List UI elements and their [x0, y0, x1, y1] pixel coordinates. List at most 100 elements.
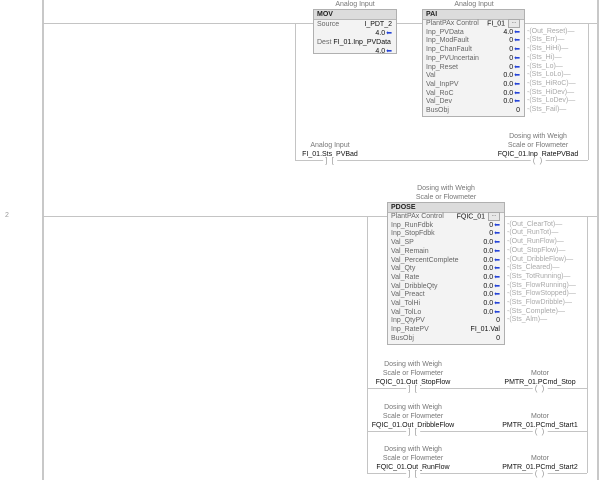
output-coil[interactable]: ( ) — [530, 156, 546, 165]
coil-close: )— — [563, 255, 574, 263]
output-coil[interactable]: -(Sts_Fail)— — [527, 105, 566, 114]
parameter-row[interactable]: Val_Preact 0.0⬅ — [391, 290, 500, 299]
output-coil[interactable]: -(Sts_Hi)— — [527, 53, 562, 62]
parameter-row[interactable]: Val_InpPV 0.0⬅ — [426, 80, 520, 89]
row-label: PlantPAx Control — [426, 20, 479, 27]
block-description: Scale or Flowmeter — [415, 194, 477, 201]
output-coil[interactable]: -(Sts_FlowStopped)— — [507, 289, 576, 298]
output-coil[interactable]: -(Sts_Cleared)— — [507, 263, 560, 272]
parameter-row[interactable]: Inp_RatePV FI_01.Val — [391, 325, 500, 334]
examine-on-contact[interactable]: ] [ — [406, 427, 420, 436]
source-row[interactable]: Source I_PDT_2 — [317, 20, 392, 29]
output-coil[interactable]: -(Sts_TotRunning)— — [507, 272, 570, 281]
output-coil[interactable]: -(Sts_HiHi)— — [527, 44, 568, 53]
examine-on-contact[interactable]: ] [ — [406, 384, 420, 393]
output-coil[interactable]: -(Out_Reset)— — [527, 27, 574, 36]
value-text: 4.0 — [503, 28, 514, 36]
row-value: 0.0⬅ — [503, 89, 520, 98]
output-coil[interactable]: ( ) — [532, 384, 548, 393]
pdose-instruction[interactable]: PDOSE PlantPAx Control FQIC_01... Inp_RunFd… — [387, 202, 505, 345]
parameter-row[interactable]: Inp_ModFault 0⬅ — [426, 36, 520, 45]
coil-description: Motor — [531, 370, 549, 377]
arrow-left-icon: ⬅ — [386, 30, 392, 37]
coil-open: -( — [507, 238, 512, 246]
row-label: Inp_RatePV — [391, 326, 429, 334]
output-coil[interactable]: ( ) — [532, 427, 548, 436]
parameter-row[interactable]: Inp_Reset 0⬅ — [426, 63, 520, 72]
output-coil[interactable]: -(Out_RunTot)— — [507, 228, 558, 237]
block-header: PDOSE — [388, 203, 504, 213]
plantpax-control-row[interactable]: PlantPAx Control FQIC_01... — [391, 212, 500, 221]
row-value: 0.0⬅ — [483, 256, 500, 265]
dest-value-row[interactable]: 4.0⬅ — [317, 47, 392, 56]
parameter-row[interactable]: Val_Rate 0.0⬅ — [391, 273, 500, 282]
arrow-left-icon: ⬅ — [494, 256, 500, 264]
row-label: Val_TolHi — [391, 300, 421, 307]
parameter-row[interactable]: Inp_QtyPV 0 — [391, 316, 500, 325]
parameter-row[interactable]: Val_DribbleQty 0.0⬅ — [391, 282, 500, 291]
output-coil[interactable]: -(Sts_FlowDribble)— — [507, 298, 572, 307]
parameter-row[interactable]: Val_Remain 0.0⬅ — [391, 247, 500, 256]
examine-on-contact[interactable]: ] [ — [323, 156, 337, 165]
ellipsis-button[interactable]: ... — [508, 19, 520, 28]
output-coil[interactable]: -(Sts_HiDev)— — [527, 88, 574, 97]
right-power-rail — [597, 0, 599, 480]
row-value: 0⬅ — [489, 221, 500, 230]
output-coil[interactable]: -(Sts_LoLo)— — [527, 70, 571, 79]
mov-instruction[interactable]: MOV Source I_PDT_2 4.0⬅ Dest FI_01.Inp_PVDat… — [313, 9, 397, 56]
output-coil[interactable]: -(Sts_Alm)— — [507, 315, 547, 324]
parameter-row[interactable]: Val_RoC 0.0⬅ — [426, 89, 520, 98]
dest-row[interactable]: Dest FI_01.Inp_PVData — [317, 38, 392, 47]
coil-label: Sts_FlowRunning — [511, 281, 567, 289]
arrow-left-icon: ⬅ — [494, 282, 500, 290]
output-coil[interactable]: -(Out_ClearTot)— — [507, 220, 562, 229]
row-value: 0 — [496, 334, 500, 343]
output-coil[interactable]: ( ) — [532, 469, 548, 478]
output-coil[interactable]: -(Out_StopFlow)— — [507, 246, 565, 255]
parameter-row[interactable]: Val_Dev 0.0⬅ — [426, 97, 520, 106]
output-coil[interactable]: -(Out_DribbleFlow)— — [507, 255, 573, 264]
row-value: 0.0⬅ — [503, 97, 520, 106]
dest-tag: FI_01.Inp_PVData — [333, 39, 391, 46]
parameter-row[interactable]: BusObj 0 — [426, 106, 520, 115]
coil-label: Sts_HiRoC — [531, 79, 567, 87]
row-label: Inp_ModFault — [426, 37, 469, 45]
ellipsis-button[interactable]: ... — [488, 212, 500, 221]
output-coil[interactable]: -(Sts_LoDev)— — [527, 96, 575, 105]
value-text: 4.0 — [375, 48, 386, 55]
output-coil[interactable]: -(Sts_Complete)— — [507, 307, 565, 316]
parameter-row[interactable]: Inp_ChanFault 0⬅ — [426, 45, 520, 54]
coil-description: Motor — [531, 413, 549, 420]
parameter-row[interactable]: Inp_PVData 4.0⬅ — [426, 28, 520, 37]
output-coil[interactable]: -(Out_RunFlow)— — [507, 237, 564, 246]
examine-on-contact[interactable]: ] [ — [406, 469, 420, 478]
parameter-row[interactable]: Val_TolHi 0.0⬅ — [391, 299, 500, 308]
coil-close: )— — [561, 71, 571, 79]
block-header: MOV — [314, 10, 396, 20]
parameter-row[interactable]: Val 0.0⬅ — [426, 71, 520, 80]
parameter-row[interactable]: Val_PercentComplete 0.0⬅ — [391, 256, 500, 265]
output-coil[interactable]: -(Sts_FlowRunning)— — [507, 281, 576, 290]
coil-close: )— — [556, 106, 567, 113]
parameter-row[interactable]: Inp_RunFdbk 0⬅ — [391, 221, 500, 230]
output-coil[interactable]: -(Sts_HiRoC)— — [527, 79, 576, 88]
parameter-row[interactable]: Inp_StopFdbk 0⬅ — [391, 229, 500, 238]
row-value: 0.0⬅ — [483, 264, 500, 273]
parameter-row[interactable]: Inp_PVUncertain 0⬅ — [426, 54, 520, 63]
rung-wire — [367, 388, 587, 389]
parameter-row[interactable]: Val_Qty 0.0⬅ — [391, 264, 500, 273]
arrow-left-icon: ⬅ — [494, 291, 500, 299]
output-coil[interactable]: -(Sts_Err)— — [527, 35, 564, 44]
row-label: Val_Qty — [391, 265, 416, 273]
parameter-row[interactable]: BusObj 0 — [391, 334, 500, 343]
coil-label: Out_RunTot — [511, 229, 550, 237]
plantpax-control-row[interactable]: PlantPAx Control FI_01... — [426, 19, 520, 28]
output-coil[interactable]: -(Sts_Lo)— — [527, 62, 563, 71]
parameter-row[interactable]: Val_SP 0.0⬅ — [391, 238, 500, 247]
value-text: 4.0 — [375, 30, 386, 37]
pai-instruction[interactable]: PAI PlantPAx Control FI_01... Inp_PVData 4.0… — [422, 9, 525, 117]
coil-tag: PMTR_01.PCmd_Start1 — [502, 422, 578, 429]
coil-open: -( — [507, 255, 512, 263]
parameter-row[interactable]: Val_TolLo 0.0⬅ — [391, 308, 500, 317]
source-value-row[interactable]: 4.0⬅ — [317, 29, 392, 38]
